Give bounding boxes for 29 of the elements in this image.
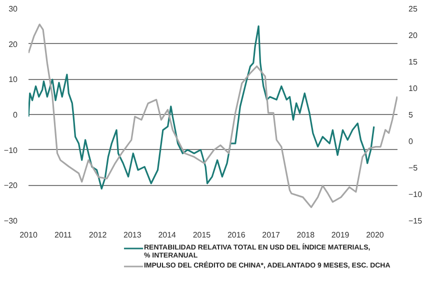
y2-tick-label: −5	[408, 164, 418, 172]
x-tick-label: 2016	[227, 230, 246, 240]
y2-tick-label: −15	[408, 216, 423, 226]
line-series	[28, 24, 398, 208]
y2-tick-label: 10	[408, 84, 418, 93]
y2-tick-label: 20	[408, 31, 418, 40]
y-tick-label: −30	[4, 216, 18, 226]
y-tick-label: 0	[13, 110, 18, 120]
y-tick-label: 30	[8, 4, 18, 14]
x-tick-label: 2015	[192, 230, 212, 240]
y2-tick-label: −10	[408, 190, 423, 199]
x-tick-label: 2019	[331, 230, 350, 240]
x-tick-label: 2020	[366, 230, 384, 240]
x-tick-label: 2012	[88, 230, 108, 240]
y2-tick-label: 0	[408, 137, 414, 146]
y2-tick-label: 5	[408, 110, 414, 120]
y2-tick-label: 25	[408, 4, 418, 14]
x-tick-label: 2011	[54, 230, 72, 240]
x-tick-label: 2018	[296, 230, 316, 240]
y2-tick-label: 15	[408, 58, 418, 66]
y-tick-label: −10	[4, 146, 18, 155]
y-tick-label: 10	[8, 75, 18, 84]
y-tick-label: 20	[8, 40, 18, 49]
line-series	[28, 25, 375, 190]
x-tick-label: 2014	[158, 230, 177, 240]
x-tick-label: 2010	[20, 230, 38, 240]
y-tick-label: −20	[4, 181, 18, 190]
x-tick-label: 2013	[124, 230, 142, 240]
x-tick-label: 2017	[262, 230, 280, 240]
